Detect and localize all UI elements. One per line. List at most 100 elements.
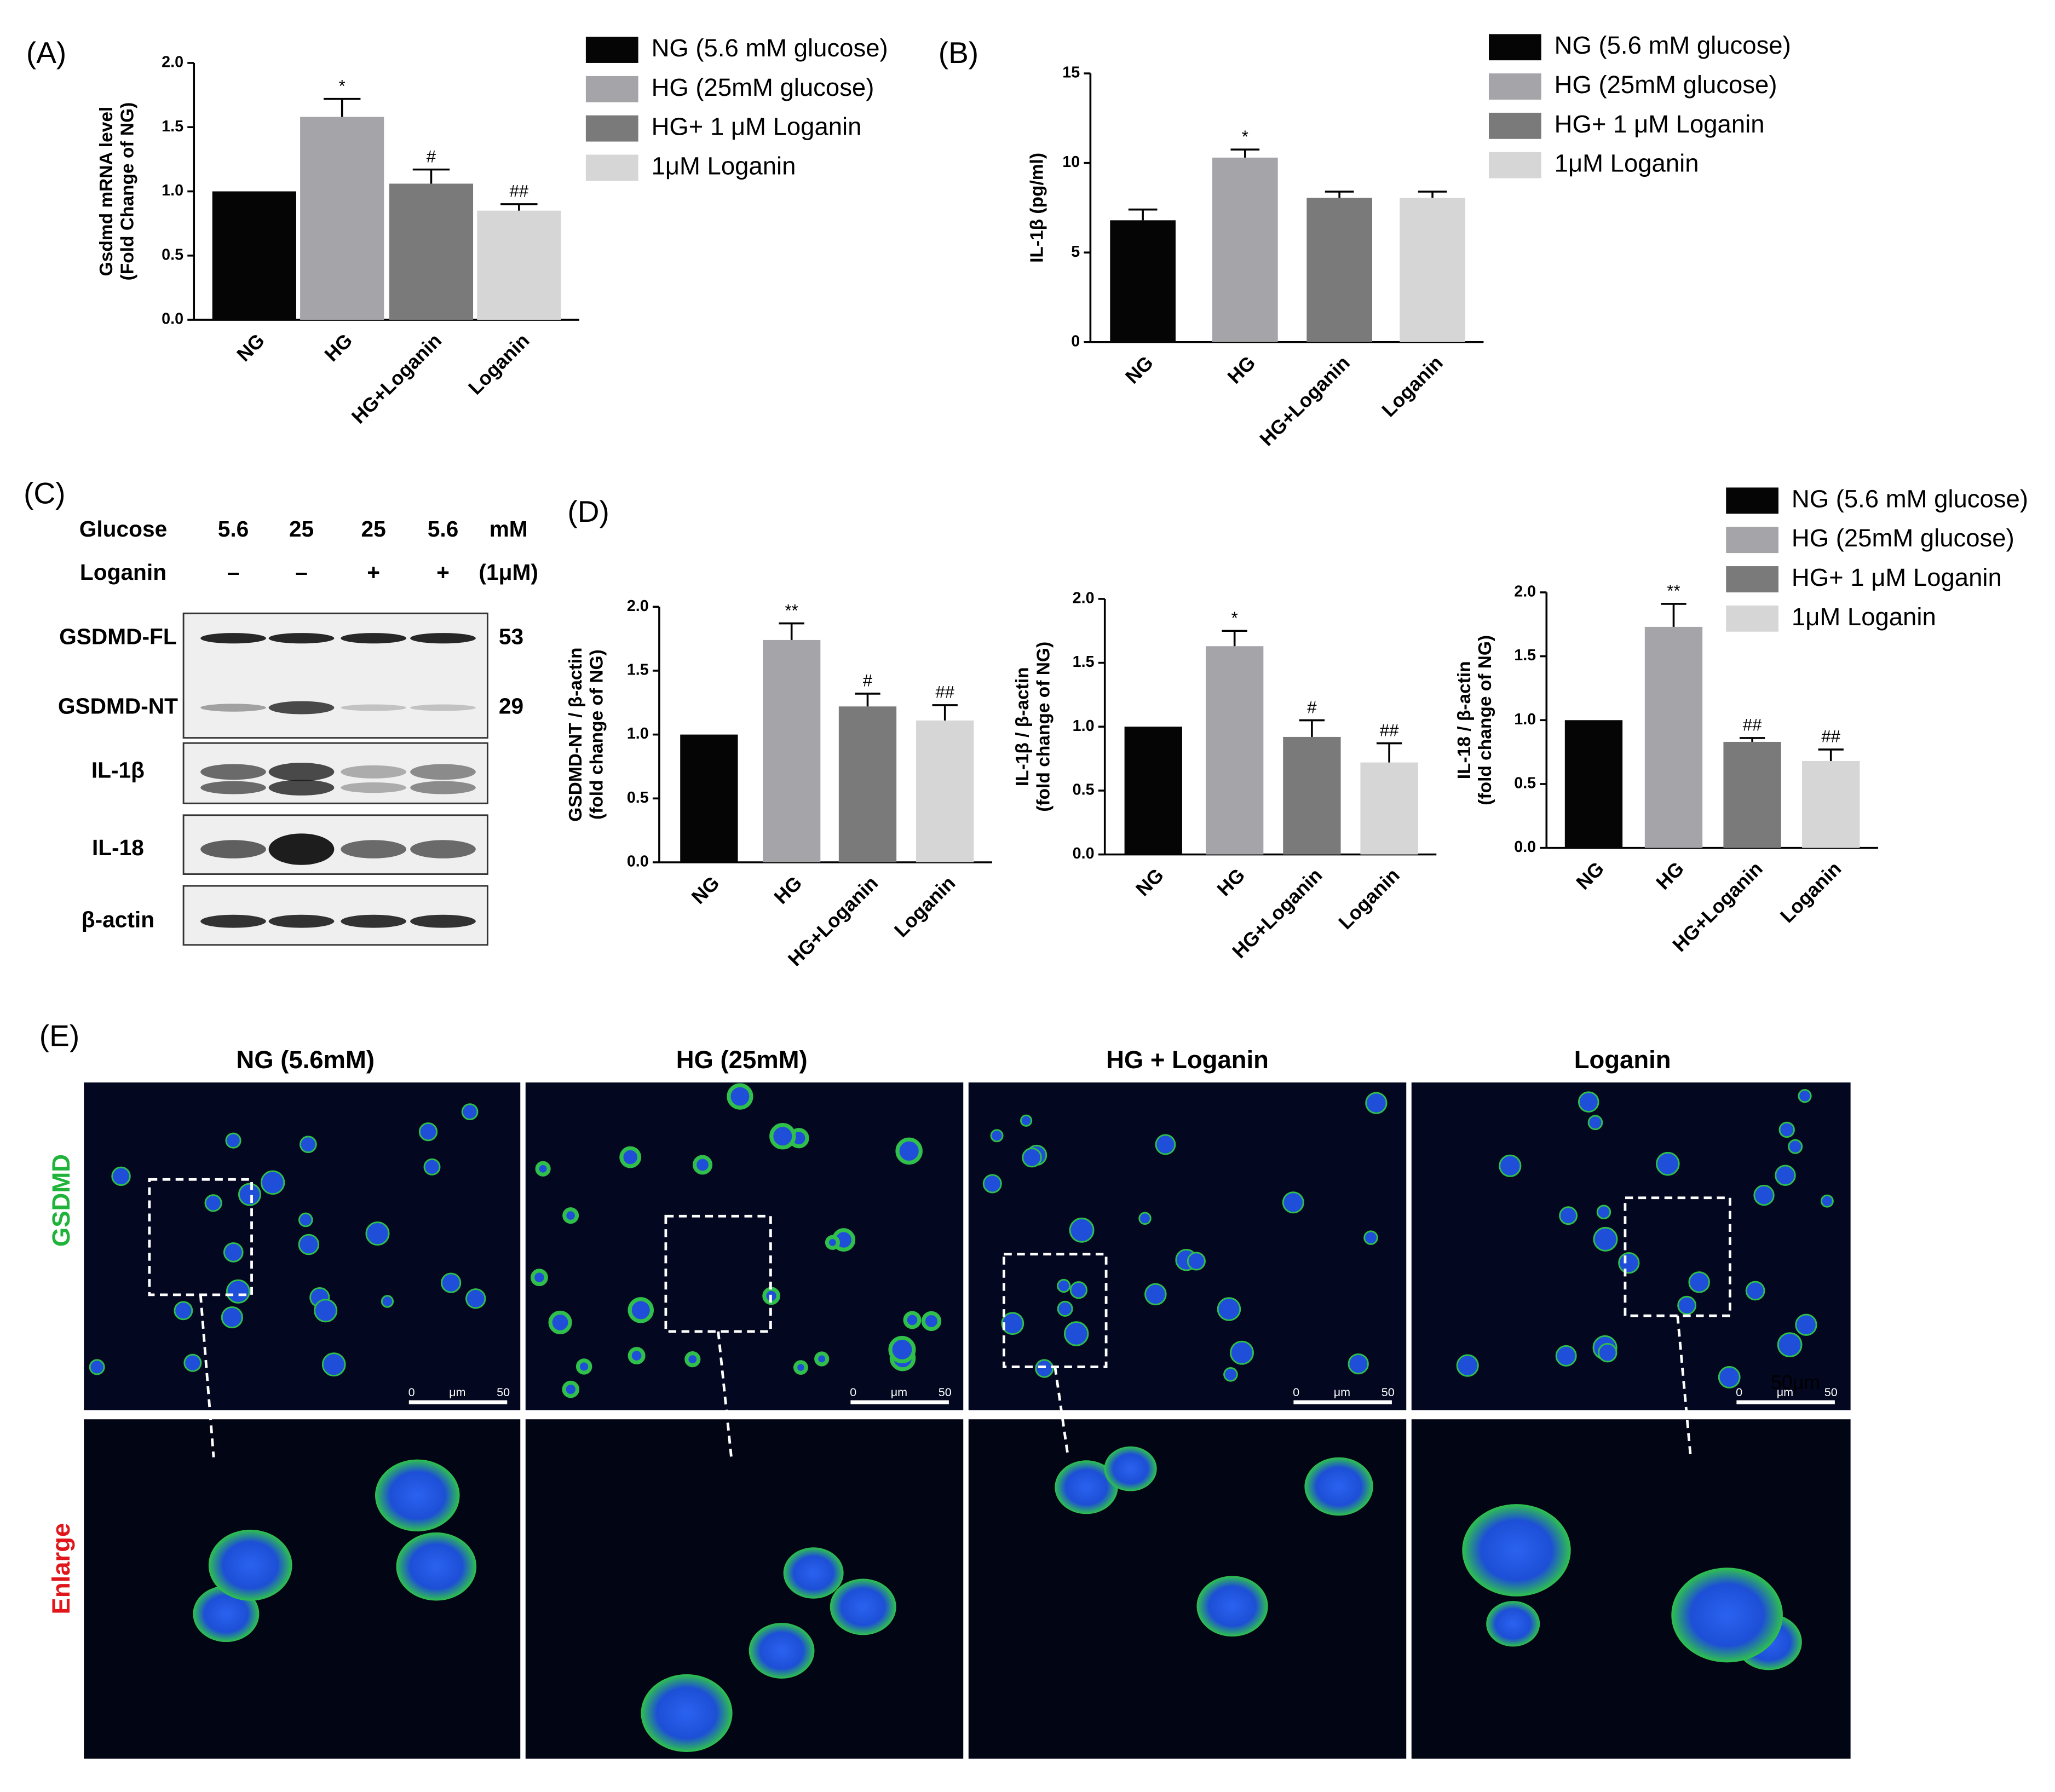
- scale-label: 0: [1736, 1386, 1742, 1399]
- cell: [1596, 1205, 1611, 1220]
- error-bar: [1230, 148, 1260, 158]
- legend-swatch: [1726, 605, 1778, 632]
- x-tick-label: NG: [1572, 857, 1608, 894]
- y-axis-label: (fold change of NG): [586, 649, 607, 820]
- bar: [1110, 220, 1176, 342]
- cell: [1064, 1321, 1089, 1346]
- cell: [628, 1347, 646, 1365]
- cell: [1587, 1115, 1603, 1131]
- blot-band: [268, 763, 335, 781]
- error-bar: [1299, 719, 1325, 737]
- blot-band: [410, 633, 476, 644]
- error-bar: [855, 693, 880, 707]
- cell: [223, 1242, 244, 1263]
- x-tick-label: HG: [1223, 352, 1259, 388]
- cell: [575, 1358, 592, 1375]
- blot-band: [410, 764, 476, 780]
- cell: [381, 1295, 394, 1308]
- y-axis-label: Gsdmd mRNA level: [96, 107, 117, 276]
- bar: [1283, 736, 1341, 855]
- y-tick-label: 0.0: [1514, 838, 1536, 856]
- error-bar: [500, 203, 538, 211]
- x-tick-label: NG: [1121, 352, 1157, 388]
- y-tick-label: 1.0: [1514, 711, 1536, 728]
- cell: [619, 1146, 642, 1168]
- bar: [477, 210, 561, 320]
- cell: [814, 1351, 830, 1367]
- cell: [225, 1132, 241, 1149]
- significance-label: #: [863, 671, 873, 690]
- cell: [1677, 1295, 1697, 1315]
- cell: [921, 1311, 942, 1332]
- cell: [1282, 1191, 1304, 1214]
- blot-header-label: Loganin: [80, 560, 166, 585]
- lane-label: –: [295, 560, 308, 585]
- enlarged-cell: [1486, 1601, 1540, 1647]
- bar: [389, 183, 474, 320]
- blot-row-label: GSDMD-NT: [58, 693, 178, 718]
- cell: [982, 1174, 1002, 1194]
- x-tick-label: Loganin: [1378, 352, 1447, 421]
- scale-label: 0: [408, 1386, 415, 1399]
- y-tick-label: 0.5: [627, 789, 649, 806]
- y-axis-label: IL-1β (pg/ml): [1027, 153, 1047, 263]
- enlarged-cell: [783, 1547, 844, 1599]
- lane-label: +: [367, 560, 380, 585]
- cell: [530, 1269, 548, 1287]
- error-bar: [1661, 603, 1686, 627]
- cell: [1499, 1154, 1522, 1177]
- column-title: NG (5.6mM): [236, 1046, 375, 1074]
- legend-swatch: [1726, 566, 1778, 592]
- y-axis-label: (fold change of NG): [1033, 642, 1054, 812]
- y-axis-label: IL-18 / β-actin: [1454, 661, 1475, 779]
- cell: [562, 1380, 580, 1398]
- blot-row-label: IL-18: [92, 835, 144, 860]
- panel-label: (C): [24, 476, 65, 510]
- legend-label: HG+ 1 μM Loganin: [1555, 110, 1765, 138]
- cell: [1788, 1139, 1803, 1154]
- y-tick-label: 1.5: [1514, 647, 1536, 664]
- bar: [212, 191, 296, 320]
- cell: [1230, 1340, 1254, 1365]
- legend-swatch: [585, 115, 638, 142]
- cell: [727, 1083, 753, 1110]
- scale-label: 0: [850, 1386, 856, 1399]
- legend-swatch: [585, 37, 638, 63]
- legend-label: HG+ 1 μM Loganin: [1792, 563, 2002, 591]
- x-tick-label: Loganin: [1334, 864, 1404, 934]
- x-tick-label: Loganin: [1776, 857, 1845, 927]
- cell: [825, 1235, 840, 1250]
- zoom-connector: [1054, 1367, 1070, 1457]
- significance-label: **: [785, 601, 798, 620]
- significance-label: *: [339, 76, 346, 95]
- bar: [1723, 741, 1781, 848]
- lane-label: –: [227, 560, 240, 585]
- y-tick-label: 2.0: [1073, 589, 1095, 607]
- cell: [548, 1310, 572, 1334]
- cell: [1798, 1089, 1812, 1103]
- enlarged-cell: [641, 1674, 733, 1752]
- blot-band: [200, 840, 266, 858]
- column-title: HG + Loganin: [1106, 1046, 1269, 1074]
- significance-label: #: [427, 147, 436, 166]
- cell: [226, 1279, 250, 1304]
- mw-label: 29: [499, 693, 523, 718]
- enlarged-cell: [749, 1623, 815, 1679]
- cell: [793, 1360, 808, 1375]
- legend-label: NG (5.6 mM glucose): [652, 34, 888, 62]
- cell: [1057, 1300, 1073, 1317]
- blot-row-label: β-actin: [82, 907, 154, 932]
- cell: [1363, 1230, 1378, 1245]
- bar: [763, 639, 821, 862]
- blot-band: [341, 704, 406, 711]
- x-tick-label: Loganin: [890, 872, 959, 942]
- error-bar: [1128, 208, 1158, 221]
- cell: [1745, 1281, 1765, 1301]
- legend-swatch: [1489, 73, 1541, 100]
- error-bar: [1376, 742, 1402, 763]
- significance-label: **: [1667, 581, 1680, 601]
- bar: [680, 734, 738, 862]
- blot-band: [268, 701, 335, 715]
- legend-label: HG (25mM glucose): [1792, 524, 2014, 552]
- cell: [1559, 1206, 1578, 1225]
